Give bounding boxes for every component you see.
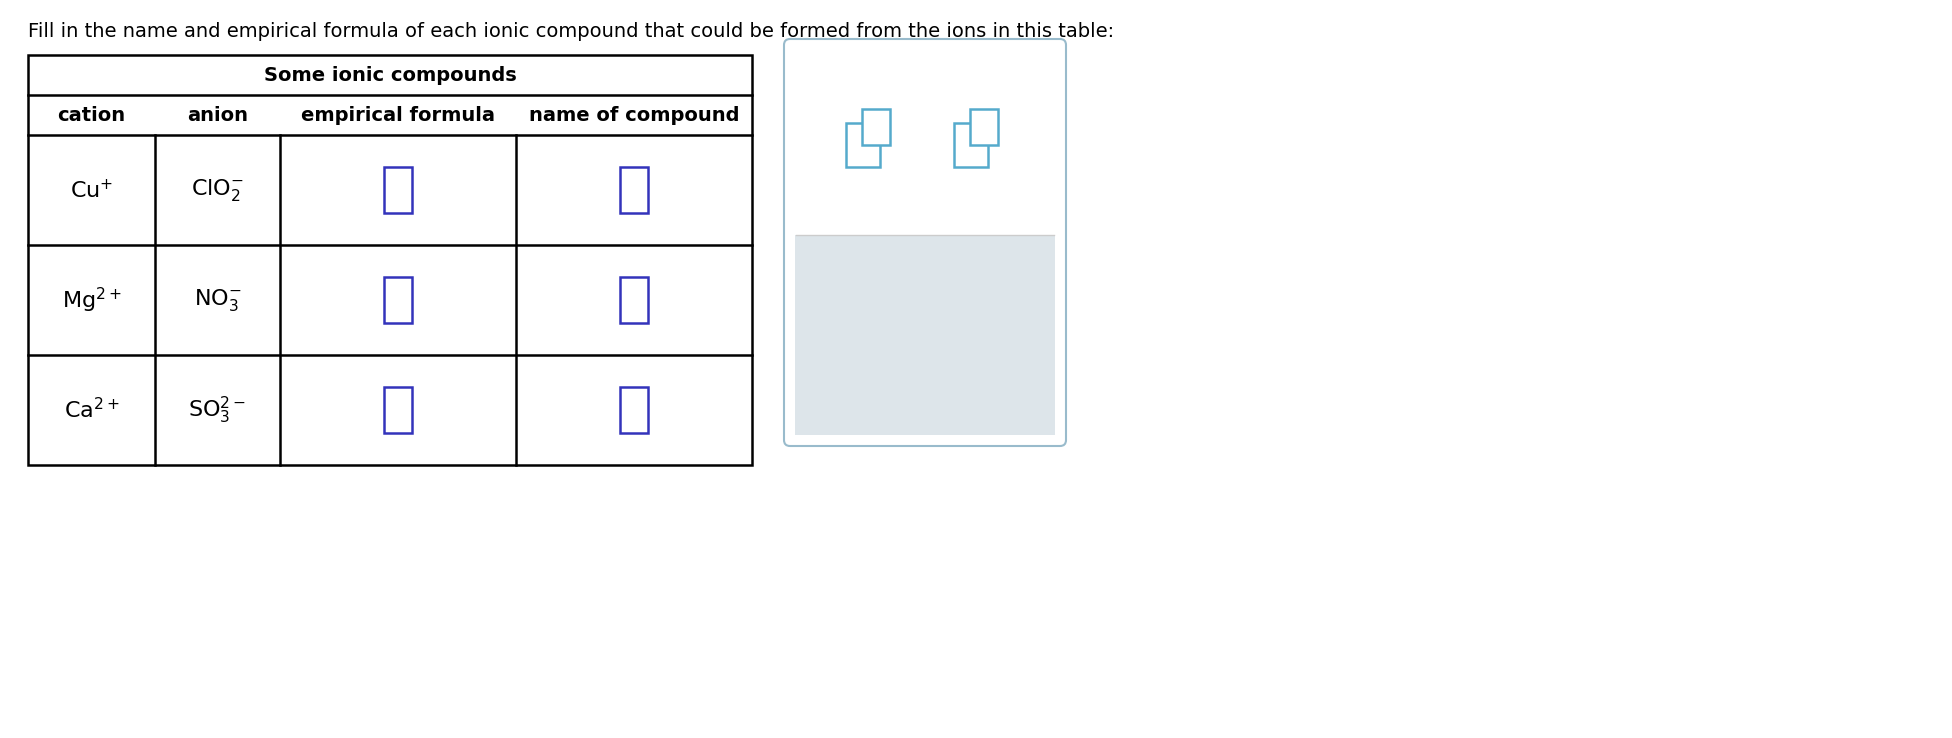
Text: empirical formula: empirical formula bbox=[301, 106, 496, 125]
Text: Mg$^{2+}$: Mg$^{2+}$ bbox=[62, 286, 121, 314]
FancyBboxPatch shape bbox=[785, 39, 1066, 446]
Text: Ca$^{2+}$: Ca$^{2+}$ bbox=[64, 397, 119, 423]
Text: ?: ? bbox=[992, 325, 1009, 354]
Text: cation: cation bbox=[57, 106, 125, 125]
Bar bbox=[863, 109, 890, 145]
Bar bbox=[621, 387, 648, 433]
Text: ↺: ↺ bbox=[912, 325, 937, 354]
Text: Fill in the name and empirical formula of each ionic compound that could be form: Fill in the name and empirical formula o… bbox=[27, 22, 1115, 41]
Text: Some ionic compounds: Some ionic compounds bbox=[264, 66, 517, 84]
Bar bbox=[621, 277, 648, 323]
Bar bbox=[970, 109, 997, 145]
Bar bbox=[27, 55, 752, 465]
Bar bbox=[794, 235, 1054, 435]
Bar bbox=[845, 123, 880, 167]
Bar bbox=[955, 123, 988, 167]
Text: ×: × bbox=[837, 325, 863, 354]
Text: anion: anion bbox=[187, 106, 248, 125]
Bar bbox=[385, 277, 412, 323]
Text: SO$_3^{2-}$: SO$_3^{2-}$ bbox=[189, 394, 246, 426]
Bar bbox=[385, 167, 412, 213]
Text: ClO$_2^{-}$: ClO$_2^{-}$ bbox=[191, 177, 244, 203]
Text: NO$_3^{-}$: NO$_3^{-}$ bbox=[193, 287, 242, 313]
Bar bbox=[621, 167, 648, 213]
Text: Cu$^{+}$: Cu$^{+}$ bbox=[70, 179, 113, 201]
Bar bbox=[385, 387, 412, 433]
Text: name of compound: name of compound bbox=[529, 106, 740, 125]
